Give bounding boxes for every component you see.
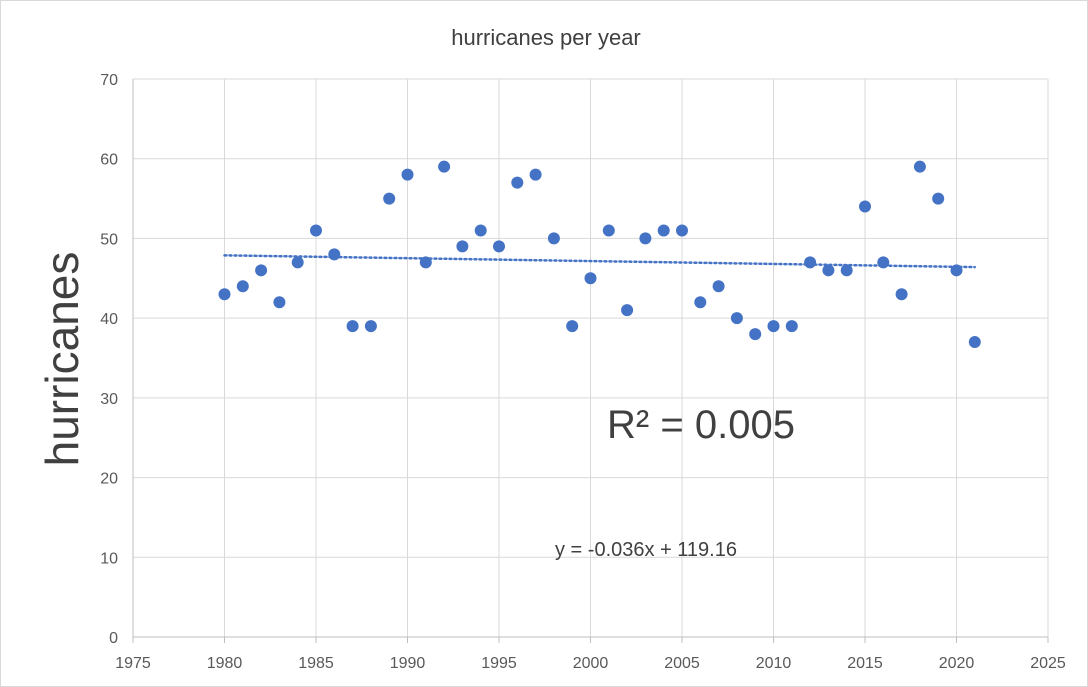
y-tick-label: 30 [100, 391, 118, 408]
axes [132, 79, 1049, 643]
data-point [749, 328, 762, 341]
data-point [273, 296, 286, 309]
data-point [364, 320, 377, 333]
data-point [511, 176, 524, 189]
data-point [255, 264, 268, 277]
chart-title: hurricanes per year [451, 25, 641, 50]
data-point [950, 264, 963, 277]
data-point [859, 200, 871, 213]
data-point [877, 256, 890, 269]
data-point [804, 256, 817, 269]
data-point [346, 320, 359, 333]
x-tick-label: 1990 [390, 655, 426, 672]
data-point [968, 336, 981, 349]
y-tick-label: 70 [100, 72, 118, 89]
data-point [822, 264, 835, 277]
x-tick-label: 2010 [756, 655, 792, 672]
y-tick-label: 10 [100, 550, 118, 567]
trendline-equation: y = -0.036x + 119.16 [555, 539, 737, 561]
r-squared-label: R² = 0.005 [607, 403, 795, 447]
data-point [712, 280, 725, 293]
x-tick-label: 2020 [939, 655, 975, 672]
data-point [657, 224, 670, 237]
x-tick-label: 1980 [207, 655, 243, 672]
data-point [621, 304, 634, 317]
data-point [895, 288, 908, 301]
data-point [676, 224, 688, 237]
trendline [223, 254, 977, 269]
data-point [438, 160, 451, 173]
data-point [218, 288, 231, 301]
data-point [566, 320, 579, 333]
data-point [913, 160, 926, 173]
data-point [840, 264, 853, 277]
y-tick-label: 60 [100, 152, 118, 169]
data-point [310, 224, 322, 237]
data-point [328, 248, 341, 261]
y-tick-label: 20 [100, 471, 118, 488]
x-tick-label: 1985 [298, 655, 334, 672]
y-tick-label: 0 [109, 630, 118, 647]
data-points [218, 160, 981, 349]
data-point [456, 240, 469, 253]
data-point [529, 168, 542, 181]
gridlines [133, 78, 1049, 637]
x-tick-label: 2000 [573, 655, 609, 672]
x-tick-label: 2015 [847, 655, 883, 672]
y-tick-label: 50 [100, 231, 118, 248]
x-tick-label: 2025 [1030, 655, 1066, 672]
trendline-group [223, 254, 977, 269]
data-point [932, 192, 945, 205]
data-point [236, 280, 249, 293]
axis-tick-labels: 1975 1980 1985 1990 1995 2000 2005 2010 2015 2020… [100, 72, 1066, 672]
data-point [419, 256, 432, 269]
data-point [547, 232, 560, 245]
data-point [401, 168, 414, 181]
data-point [474, 224, 487, 237]
x-tick-label: 1975 [115, 655, 151, 672]
data-point [785, 320, 798, 333]
data-point [602, 224, 615, 237]
x-tick-label: 1995 [481, 655, 517, 672]
data-point [291, 256, 304, 269]
data-point [493, 240, 505, 253]
data-point [767, 320, 780, 333]
data-point [383, 192, 396, 205]
x-tick-label: 2005 [664, 655, 700, 672]
data-point [584, 272, 597, 285]
data-point [694, 296, 707, 309]
data-point [639, 232, 652, 245]
data-point [730, 312, 743, 325]
y-axis-label: hurricanes [36, 252, 88, 467]
y-tick-label: 40 [100, 311, 118, 328]
